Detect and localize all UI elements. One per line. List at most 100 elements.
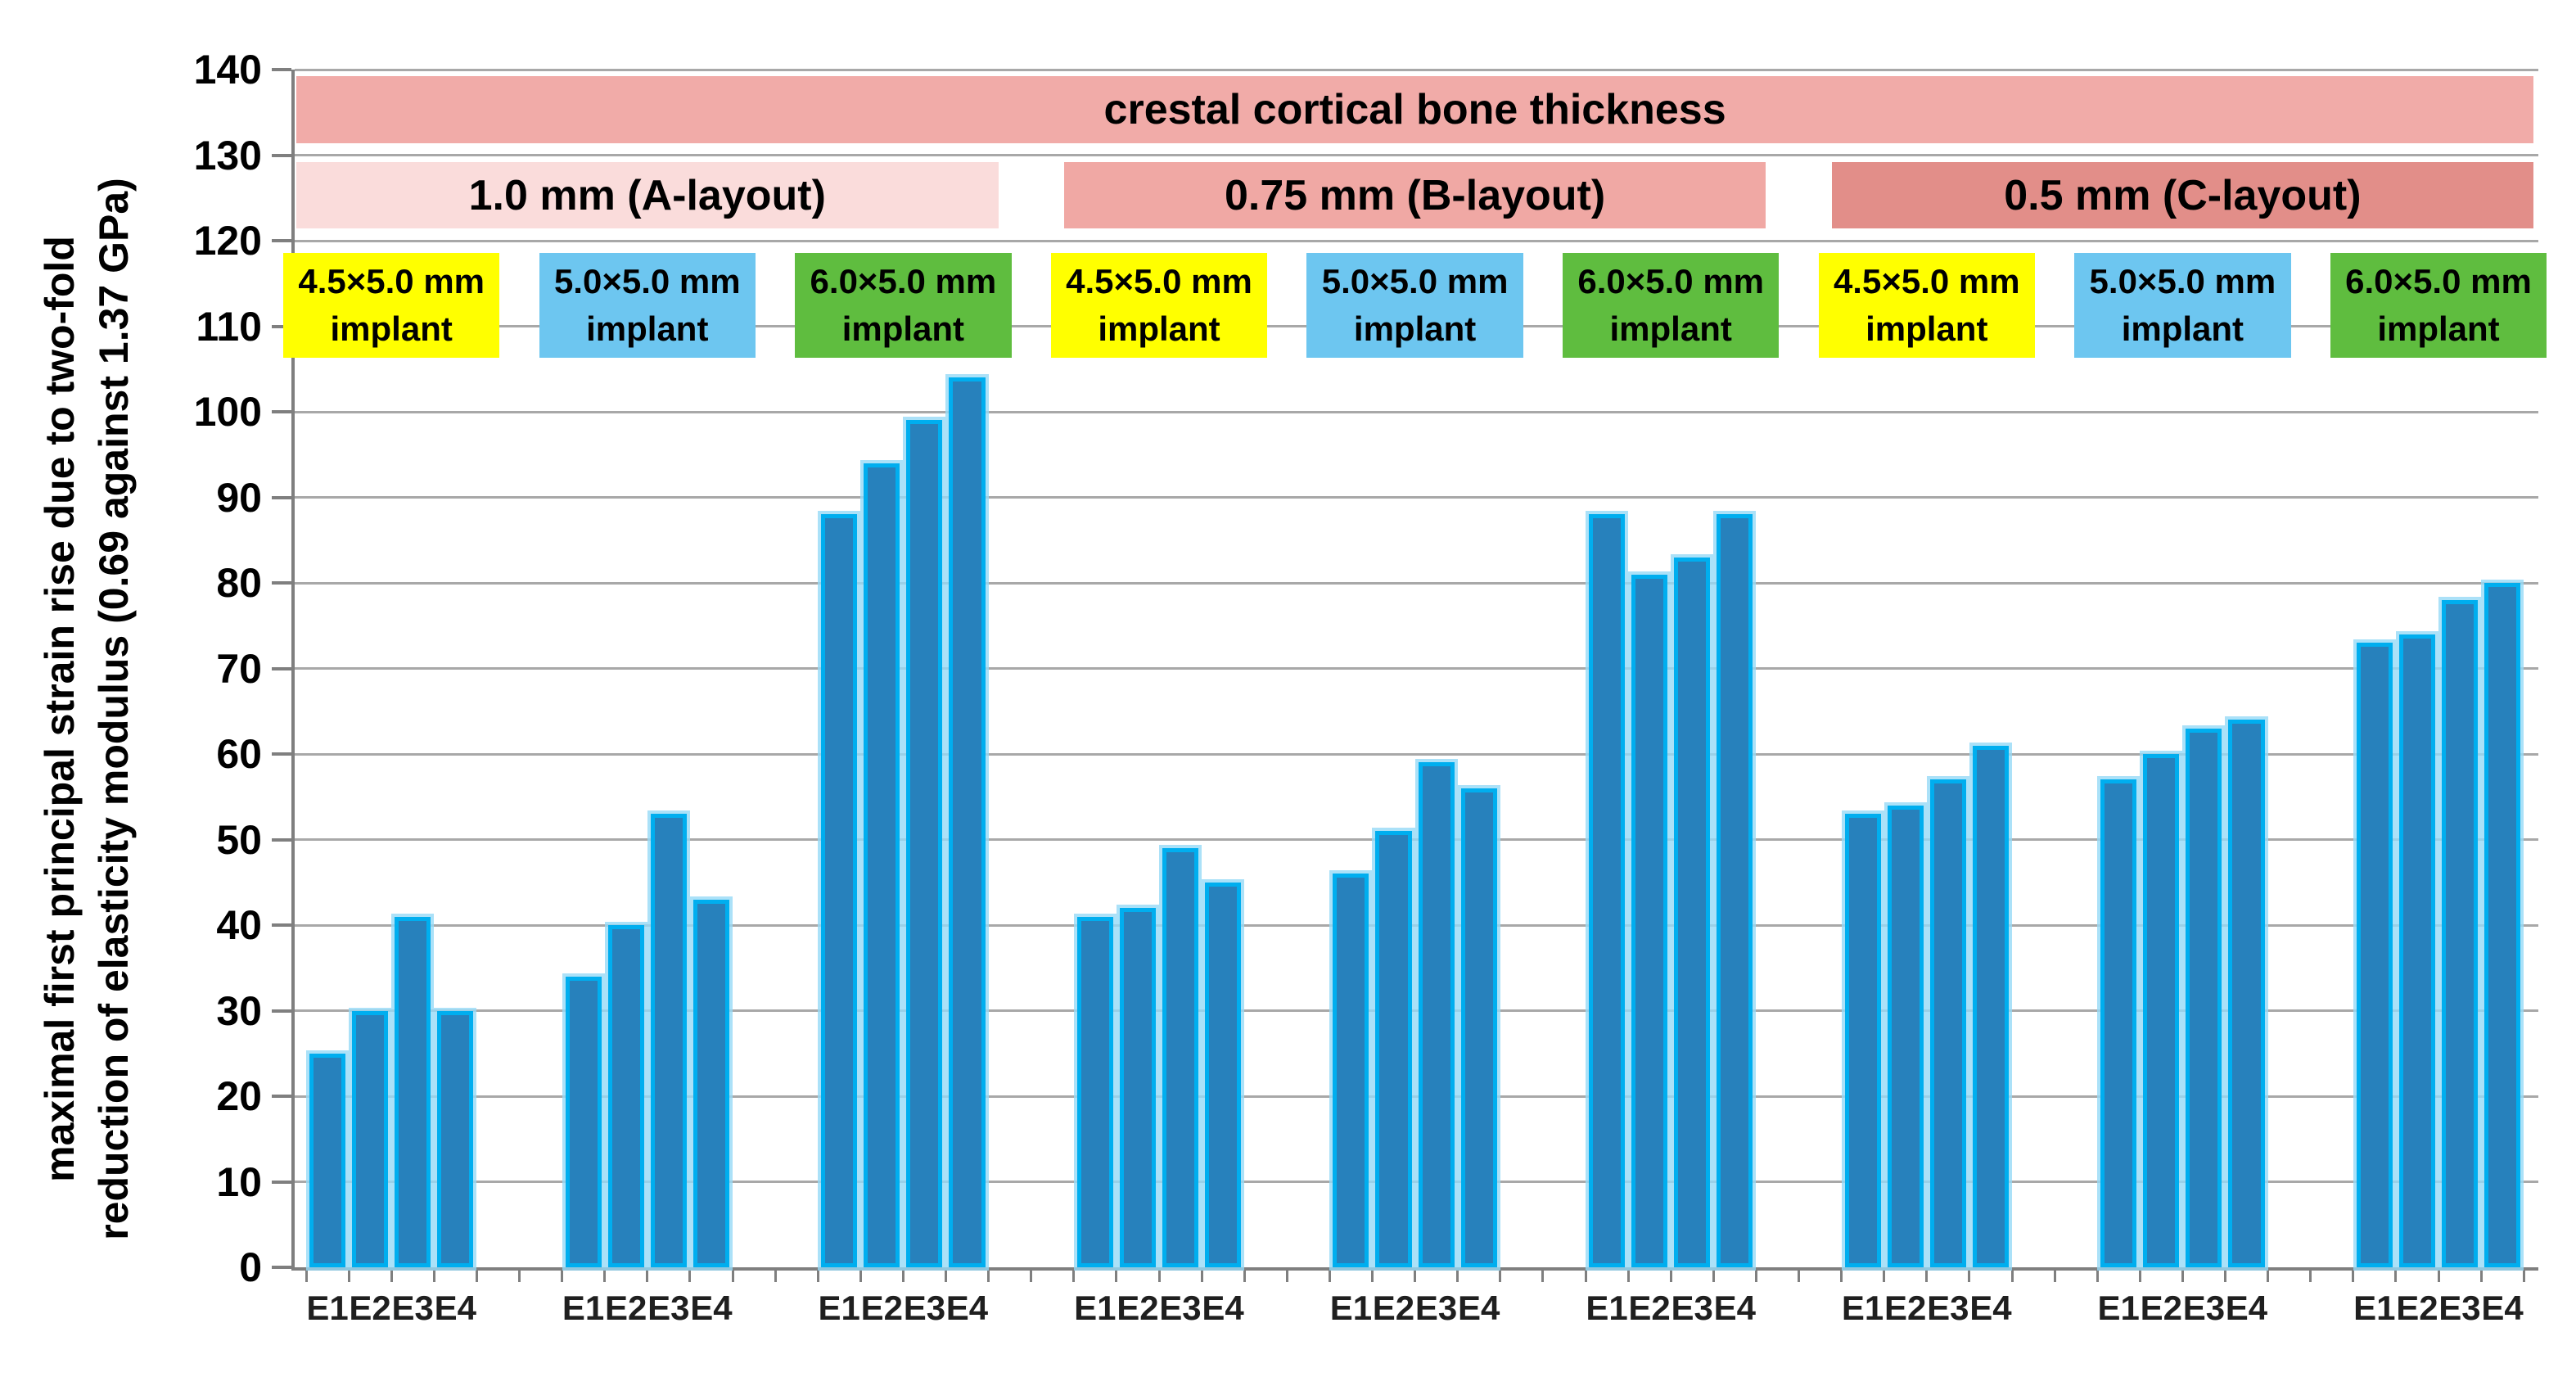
- x-axis-category-label: E4: [1458, 1289, 1500, 1327]
- bar-group-2: 5.0×5.0 mm implant E1 E2 E3 E4: [539, 70, 756, 1327]
- bar-0.75-6.0×5.0 mm-E3: [1674, 557, 1711, 1267]
- implant-label-box: 5.0×5.0 mm implant: [2074, 252, 2291, 359]
- bar-0.75-6.0×5.0 mm-E2: [1631, 574, 1668, 1267]
- bar-0.75-6.0×5.0 mm-E4: [1717, 514, 1753, 1267]
- implant-word-label: implant: [2377, 309, 2500, 348]
- x-axis-tick: [2138, 1267, 2141, 1282]
- gridline-y-90: [295, 496, 2538, 499]
- x-axis-tick: [1925, 1267, 1929, 1282]
- x-axis-category-label: E1: [1586, 1289, 1628, 1327]
- implant-size-label: 4.5×5.0 mm: [1066, 261, 1252, 300]
- implant-word-label: implant: [2121, 309, 2244, 348]
- x-axis-category-label: E4: [1713, 1289, 1756, 1327]
- bar-0.5-4.5×5.0 mm-E2: [1887, 805, 1924, 1267]
- y-axis-tick-70: [272, 666, 291, 670]
- y-axis-tick-90: [272, 495, 291, 499]
- y-axis-label-100: 100: [193, 389, 262, 435]
- x-axis-tick: [1499, 1267, 1502, 1282]
- y-axis-label-80: 80: [216, 560, 262, 606]
- x-axis-category-label: E3: [2438, 1289, 2481, 1327]
- y-axis-label-70: 70: [216, 645, 262, 692]
- x-axis-tick: [688, 1267, 692, 1282]
- x-axis-tick: [390, 1267, 393, 1282]
- implant-word-label: implant: [1353, 309, 1477, 348]
- bar-1.0-5.0×5.0 mm-E4: [692, 899, 729, 1267]
- x-axis-tick: [2010, 1267, 2014, 1282]
- x-axis-tick: [561, 1267, 564, 1282]
- bar-group-5: 5.0×5.0 mm implant E1 E2 E3 E4: [1306, 70, 1523, 1327]
- gridline-y-130: [295, 154, 2538, 156]
- section-band-a-layout: 1.0 mm (A-layout): [296, 161, 999, 229]
- x-axis-tick: [1541, 1267, 1545, 1282]
- bar-group-3: 6.0×5.0 mm implant E1 E2 E3 E4: [795, 70, 1012, 1327]
- x-axis-tick: [945, 1267, 947, 1282]
- x-axis-tick: [2309, 1267, 2312, 1282]
- x-axis-category-label: E2: [349, 1289, 391, 1327]
- y-axis-tick-80: [272, 581, 291, 585]
- implant-word-label: implant: [586, 309, 709, 348]
- bar-1.0-6.0×5.0 mm-E4: [949, 377, 986, 1267]
- bar-0.75-5.0×5.0 mm-E1: [1333, 874, 1369, 1267]
- implant-label-box: 6.0×5.0 mm implant: [795, 252, 1012, 359]
- x-axis-category-label: E2: [605, 1289, 647, 1327]
- header-band-label: crestal cortical bone thickness: [1103, 86, 1726, 134]
- y-axis-label-130: 130: [193, 132, 262, 178]
- x-axis-category-label: E1: [818, 1289, 860, 1327]
- implant-label-box: 6.0×5.0 mm implant: [2330, 252, 2547, 359]
- gridline-y-100: [295, 410, 2538, 413]
- implant-label-box: 5.0×5.0 mm implant: [539, 252, 756, 359]
- y-axis-title-line2: reduction of elasticity modulus (0.69 ag…: [91, 178, 137, 1240]
- gridline-y-60: [295, 752, 2538, 756]
- y-axis-tick-40: [272, 923, 291, 927]
- x-axis-category-label: E1: [1841, 1289, 1884, 1327]
- implant-size-label: 5.0×5.0 mm: [2089, 261, 2276, 300]
- bar-group-6: 6.0×5.0 mm implant E1 E2 E3 E4: [1563, 70, 1780, 1327]
- x-axis-tick: [2181, 1267, 2184, 1282]
- gridline-y-40: [295, 923, 2538, 927]
- implant-size-label: 6.0×5.0 mm: [2345, 261, 2532, 300]
- implant-label-box: 6.0×5.0 mm implant: [1563, 252, 1780, 359]
- y-axis-label-90: 90: [216, 474, 262, 521]
- bar-1.0-5.0×5.0 mm-E1: [565, 976, 602, 1267]
- section-band-a-label: 1.0 mm (A-layout): [468, 171, 826, 219]
- gridline-y-120: [295, 239, 2538, 242]
- bar-0.5-6.0×5.0 mm-E2: [2398, 634, 2435, 1267]
- x-axis-tick: [1371, 1267, 1374, 1282]
- bar-0.5-6.0×5.0 mm-E1: [2356, 643, 2393, 1267]
- implant-label-box: 4.5×5.0 mm implant: [1818, 252, 2035, 359]
- gridline-y-30: [295, 1009, 2538, 1012]
- bar-group-9: 6.0×5.0 mm implant E1 E2 E3 E4: [2330, 70, 2547, 1327]
- x-axis-category-label: E4: [434, 1289, 476, 1327]
- x-axis-tick: [859, 1267, 862, 1282]
- y-axis-tick-110: [272, 324, 291, 328]
- x-axis-category-label: E2: [1117, 1289, 1159, 1327]
- x-axis-category-label: E4: [690, 1289, 733, 1327]
- x-axis-tick: [1414, 1267, 1417, 1282]
- bar-0.75-5.0×5.0 mm-E3: [1418, 762, 1455, 1267]
- plot-area: crestal cortical bone thickness 1.0 mm (…: [194, 48, 2547, 1327]
- x-axis-category-label: E1: [306, 1289, 349, 1327]
- x-axis-category-label: E3: [1159, 1289, 1202, 1327]
- section-band-b-layout: 0.75 mm (B-layout): [1063, 161, 1766, 229]
- y-axis-title-line1: maximal first principal strain rise due …: [37, 236, 83, 1182]
- x-axis-tick: [2224, 1267, 2226, 1282]
- bar-1.0-6.0×5.0 mm-E2: [864, 463, 900, 1267]
- bar-0.5-5.0×5.0 mm-E2: [2143, 754, 2180, 1267]
- x-axis-category-label: E1: [562, 1289, 605, 1327]
- y-axis-tick-0: [272, 1266, 291, 1269]
- y-axis-tick-100: [272, 410, 291, 413]
- x-axis-tick: [774, 1267, 777, 1282]
- x-axis-tick: [1285, 1267, 1288, 1282]
- y-axis-label-50: 50: [216, 816, 262, 863]
- y-axis-label-30: 30: [216, 987, 262, 1034]
- x-axis-tick: [347, 1267, 350, 1282]
- implant-size-label: 5.0×5.0 mm: [553, 261, 741, 300]
- x-axis-tick: [1072, 1267, 1076, 1282]
- bar-0.75-5.0×5.0 mm-E4: [1460, 788, 1497, 1267]
- bar-0.75-4.5×5.0 mm-E1: [1076, 916, 1113, 1267]
- x-axis-tick: [1840, 1267, 1843, 1282]
- gridline-y-20: [295, 1095, 2538, 1098]
- x-axis-category-label: E3: [391, 1289, 434, 1327]
- x-axis-category-label: E3: [2182, 1289, 2226, 1327]
